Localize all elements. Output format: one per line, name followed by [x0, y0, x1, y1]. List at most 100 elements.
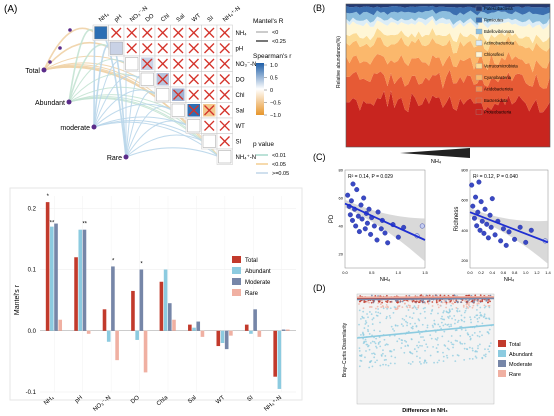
heatmap-row-label: WT [236, 124, 246, 130]
abundant-point [474, 355, 477, 358]
total-point [408, 294, 411, 297]
abundant-point [477, 344, 479, 347]
abundant-point [390, 350, 393, 353]
group-label: moderate [60, 125, 90, 132]
abundant-point [408, 316, 411, 319]
abundant-point [437, 350, 439, 353]
total-point [370, 301, 373, 304]
abundant-point [382, 349, 384, 352]
abundant-point [375, 345, 377, 348]
scatter-point [350, 181, 356, 187]
abundant-point [389, 316, 392, 319]
scatter-point [506, 229, 512, 235]
abundant-point [452, 343, 455, 346]
abundant-point [454, 339, 457, 342]
spearman-tick-label: 0 [270, 88, 273, 94]
bar-moderate [196, 321, 201, 331]
scatter-x-tick-label: 0.4 [490, 270, 496, 275]
abundant-point [415, 308, 418, 311]
abundant-point [446, 324, 449, 326]
abundant-point [386, 307, 389, 310]
abundant-point [417, 346, 420, 349]
abundant-point [369, 342, 372, 344]
scatter-x-axis-label: NH₄ [504, 277, 515, 283]
bar-rare [257, 330, 262, 337]
abundant-point [479, 311, 482, 314]
abundant-point [403, 318, 406, 321]
scatter-point [492, 232, 498, 238]
abundant-point [373, 353, 376, 356]
bar-abundant [135, 330, 139, 340]
abundant-point [376, 314, 379, 317]
area-layer-cyanobacteria [346, 36, 550, 73]
abundant-point [468, 357, 471, 360]
area-layer-bdellovibrionota [346, 9, 550, 26]
abundant-point [367, 316, 369, 319]
abundant-point [423, 310, 426, 313]
total-point [423, 301, 426, 304]
abundant-point [387, 364, 390, 367]
abundant-point [430, 312, 432, 315]
abundant-point [456, 307, 459, 310]
bar-x-ticks: NH₄ pH NO₃⁻-N DO Chla Sal WT SI NH₄⁺-N [43, 394, 283, 413]
rare-point [462, 306, 465, 308]
bar-y-tick-label: 0.0 [28, 329, 37, 335]
abundant-point [369, 361, 372, 364]
rare-point [404, 302, 406, 305]
bar-legend-label: Total [245, 258, 258, 264]
abundant-point [403, 339, 406, 342]
abundant-point [419, 357, 421, 359]
abundant-point [450, 323, 452, 326]
abundant-point [484, 348, 486, 351]
abundant-point [473, 316, 476, 319]
p-value-legend: p value <0.01 <0.05 >=0.05 [253, 141, 289, 177]
area-layer-patescibacteria [346, 4, 550, 8]
abundant-point [442, 324, 445, 327]
pd-scatter: R² = 0.14, P = 0.029 20 40 60 80 0.0 0.5 1.0 1.5… [329, 168, 429, 284]
abundant-point [449, 310, 452, 313]
scatter-point [482, 206, 488, 212]
area-legend-swatch [475, 17, 483, 23]
bar-legend-label: Rare [245, 291, 259, 297]
scatter-point [471, 215, 477, 221]
area-frame [345, 3, 551, 148]
bar-x-tick-label: Chla [156, 395, 170, 408]
area-layer-bacteroidota [346, 69, 550, 113]
total-point [481, 298, 484, 301]
p-item-1: <0.01 [272, 153, 286, 159]
rare-point [468, 304, 470, 307]
heatmap-cross [204, 43, 215, 54]
heatmap-cross [173, 43, 184, 54]
heatmap-column-label: pH [114, 14, 124, 24]
rare-point [368, 301, 370, 304]
abundant-point [424, 306, 426, 309]
bar-legend: Total Abundant Moderate Rare [232, 256, 271, 297]
abundant-point [414, 306, 417, 309]
bar-significance-stars: *** **** [47, 194, 144, 267]
rare-point [487, 305, 490, 307]
rare-point [483, 304, 486, 307]
group-label: Total [25, 68, 40, 75]
abundant-point [377, 308, 380, 310]
mantel-r-item-2: <0.25 [272, 39, 286, 45]
abundant-point [483, 306, 486, 309]
abundant-point [456, 340, 459, 342]
heatmap-cross [173, 27, 184, 38]
total-point [401, 300, 404, 303]
abundant-point [406, 321, 409, 324]
total-point [479, 300, 482, 303]
bar-total [273, 330, 277, 377]
rare-point [385, 306, 387, 309]
heatmap-cross [219, 105, 230, 116]
abundant-point [488, 328, 491, 331]
heatmap-cross [219, 74, 230, 85]
abundant-point [382, 307, 385, 310]
abundant-point [476, 334, 479, 337]
heatmap-row-label: NH₄⁺-N [236, 154, 257, 161]
abundant-point [412, 312, 415, 315]
scatter-point [347, 212, 353, 218]
abundant-point [420, 336, 422, 338]
heatmap-diagonal-square [171, 103, 185, 117]
spearman-tick-label: 1.0 [270, 63, 278, 69]
abundant-point [400, 347, 403, 349]
